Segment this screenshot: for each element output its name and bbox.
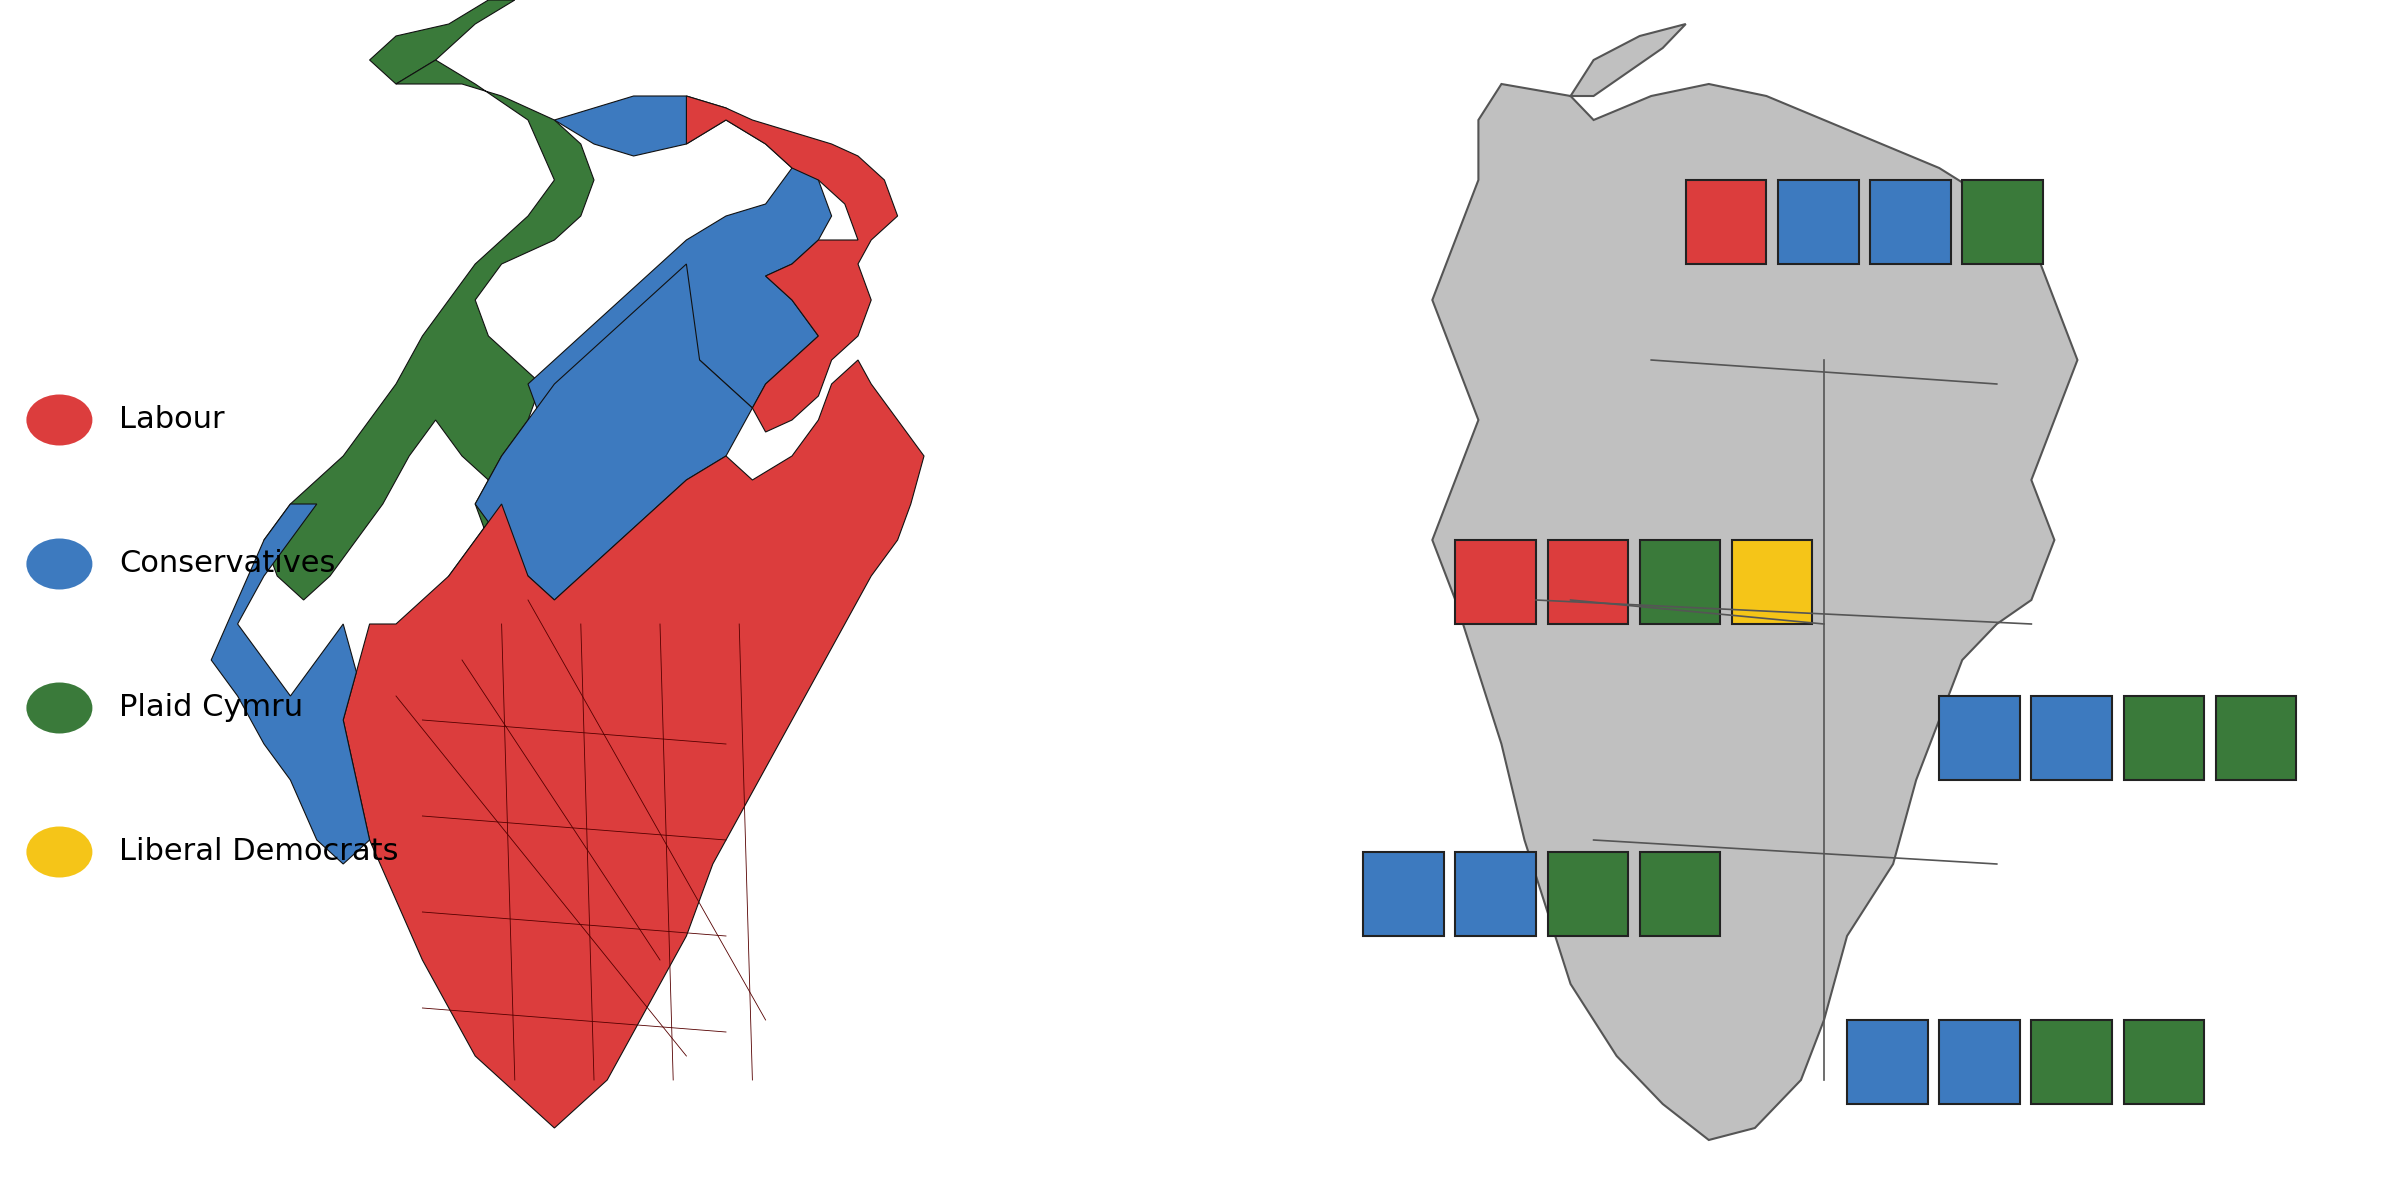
FancyBboxPatch shape — [1733, 540, 1812, 624]
Polygon shape — [475, 264, 754, 600]
Polygon shape — [343, 360, 924, 1128]
FancyBboxPatch shape — [2124, 696, 2203, 780]
FancyBboxPatch shape — [1639, 852, 1721, 936]
FancyBboxPatch shape — [1939, 1020, 2021, 1104]
Polygon shape — [1570, 24, 1685, 96]
Polygon shape — [528, 96, 833, 444]
FancyBboxPatch shape — [1454, 540, 1536, 624]
FancyBboxPatch shape — [1963, 180, 2042, 264]
Text: Conservatives: Conservatives — [120, 550, 336, 578]
FancyBboxPatch shape — [2215, 696, 2297, 780]
FancyBboxPatch shape — [1848, 1020, 1927, 1104]
FancyBboxPatch shape — [1639, 540, 1721, 624]
FancyBboxPatch shape — [2124, 1020, 2203, 1104]
Text: Labour: Labour — [120, 406, 226, 434]
Ellipse shape — [26, 395, 94, 445]
Polygon shape — [370, 0, 516, 84]
FancyBboxPatch shape — [1939, 696, 2021, 780]
FancyBboxPatch shape — [1870, 180, 1951, 264]
FancyBboxPatch shape — [1685, 180, 1766, 264]
FancyBboxPatch shape — [1454, 852, 1536, 936]
Polygon shape — [1433, 84, 2078, 1140]
FancyBboxPatch shape — [1363, 852, 1445, 936]
FancyBboxPatch shape — [2030, 1020, 2112, 1104]
Ellipse shape — [26, 539, 94, 589]
Polygon shape — [264, 60, 595, 624]
Text: Liberal Democrats: Liberal Democrats — [120, 838, 398, 866]
FancyBboxPatch shape — [1548, 540, 1627, 624]
Ellipse shape — [26, 827, 94, 877]
Text: Plaid Cymru: Plaid Cymru — [120, 694, 302, 722]
Polygon shape — [686, 96, 898, 432]
FancyBboxPatch shape — [1778, 180, 1858, 264]
Ellipse shape — [26, 683, 94, 733]
Polygon shape — [211, 504, 370, 864]
FancyBboxPatch shape — [2030, 696, 2112, 780]
FancyBboxPatch shape — [1548, 852, 1627, 936]
